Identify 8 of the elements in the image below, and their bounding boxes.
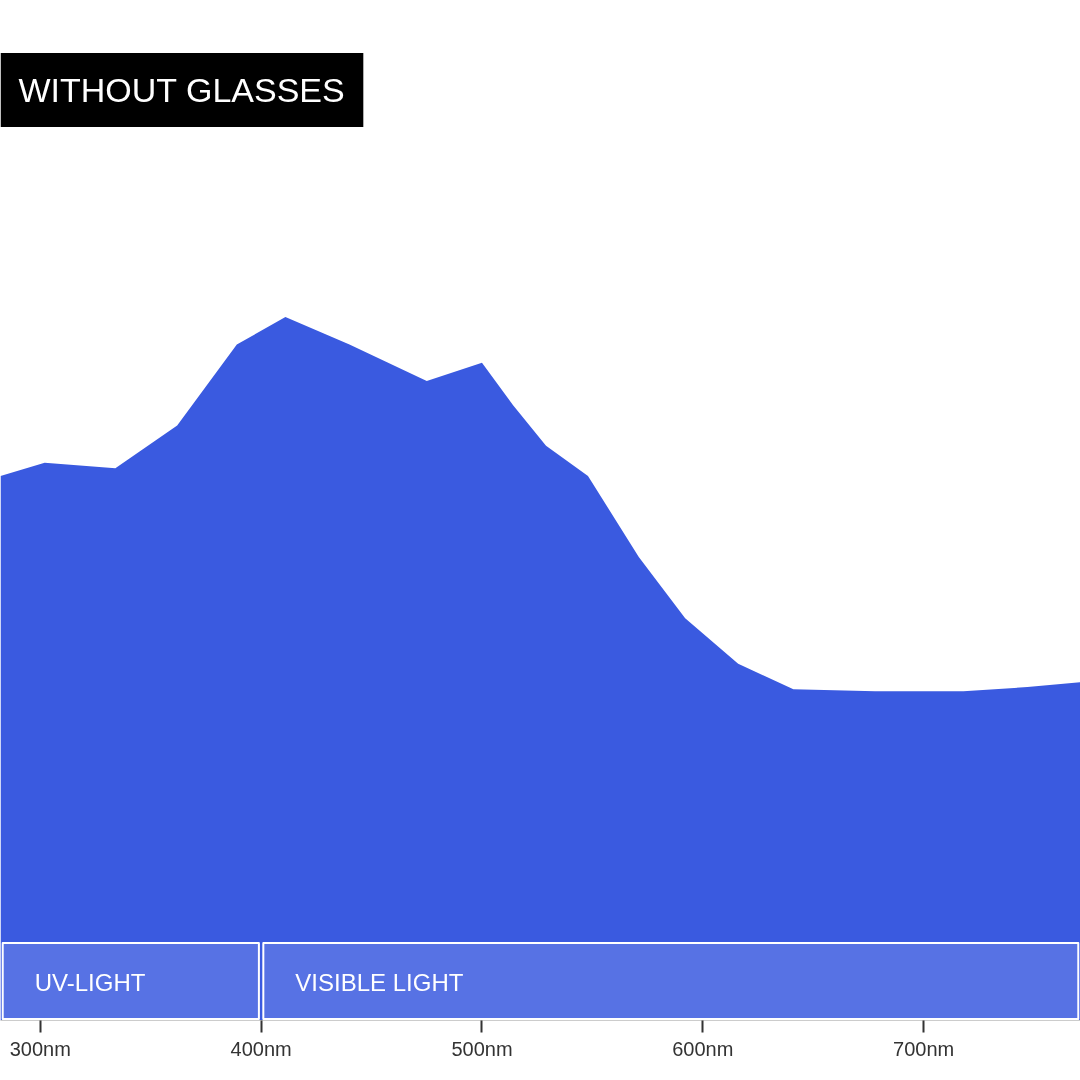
x-tick-label: 500nm <box>451 1037 513 1060</box>
band-label: VISIBLE LIGHT <box>295 968 464 996</box>
x-tick-label: 300nm <box>9 1037 71 1060</box>
x-tick-label: 600nm <box>672 1037 734 1060</box>
x-tick-label: 400nm <box>230 1037 292 1060</box>
chart-title: WITHOUT GLASSES <box>18 71 345 110</box>
x-tick-label: 700nm <box>893 1037 955 1060</box>
band-label: UV-LIGHT <box>34 968 146 996</box>
